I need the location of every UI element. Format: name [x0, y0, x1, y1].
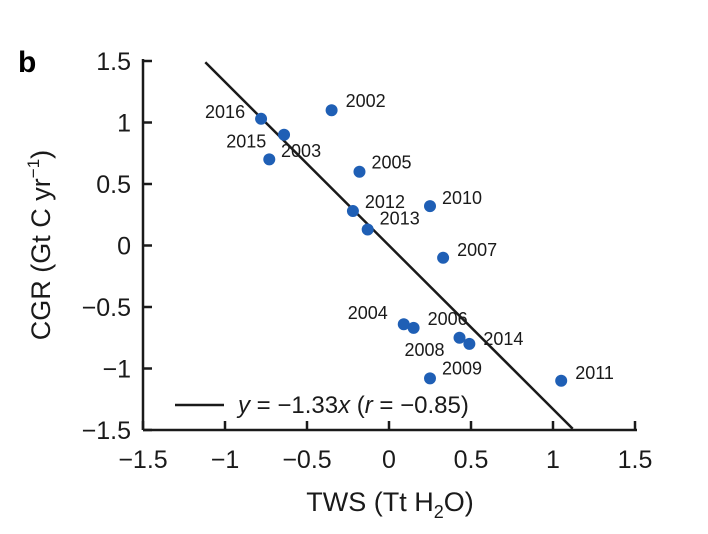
y-tick-label: 0 [117, 233, 131, 261]
data-point-2005 [353, 165, 366, 178]
x-axis-title-subscript: 2 [434, 502, 444, 522]
y-tick-label: 1 [117, 110, 131, 138]
data-point-2014 [463, 337, 476, 350]
x-tick-label: −1 [211, 446, 240, 474]
data-point-2007 [437, 251, 450, 264]
point-label-2009: 2009 [442, 358, 482, 378]
y-axis-title: CGR (Gt C yr−1) [24, 150, 56, 340]
point-label-2007: 2007 [457, 240, 497, 260]
y-tick-label: −1 [102, 356, 131, 384]
x-tick-label: 1 [546, 446, 560, 474]
data-point-2011 [555, 374, 568, 387]
legend-eq-y: y [236, 392, 252, 419]
x-axis-title: TWS (Tt H2O) [306, 487, 474, 522]
y-tick-label: 1.5 [96, 48, 131, 76]
legend-eq-open: ( [350, 392, 365, 419]
data-point-2008 [453, 331, 466, 344]
point-label-2010: 2010 [442, 188, 482, 208]
y-axis-title-main: CGR (Gt C yr [26, 178, 56, 340]
data-point-2010 [424, 200, 436, 213]
x-axis-title-main: TWS (Tt H [306, 487, 433, 517]
data-points [255, 104, 568, 387]
x-tick-label: −1.5 [118, 446, 167, 474]
data-point-2002 [325, 104, 338, 117]
point-label-2016: 2016 [205, 102, 245, 122]
y-ticks: −1.5 −1 −0.5 0 0.5 1 1.5 [82, 48, 152, 445]
point-label-2005: 2005 [371, 153, 411, 173]
point-label-2011: 2011 [575, 363, 614, 383]
data-point-2013 [361, 223, 374, 236]
data-point-2006 [407, 321, 420, 334]
y-axis-title-superscript: −1 [24, 159, 43, 178]
y-tick-label: −0.5 [82, 294, 131, 322]
data-point-2012 [346, 205, 359, 218]
x-tick-label: 0.5 [454, 446, 489, 474]
x-ticks: −1.5 −1 −0.5 0 0.5 1 1.5 [118, 421, 652, 474]
data-point-2003 [278, 128, 291, 141]
data-point-2015 [263, 153, 276, 166]
point-label-2006: 2006 [428, 309, 468, 329]
legend-eq-r: r [365, 392, 374, 419]
data-point-2016 [255, 112, 268, 125]
point-label-2003: 2003 [281, 141, 321, 161]
legend-eq-x: x [337, 392, 351, 419]
y-axis-title-end: ) [26, 150, 56, 159]
legend-eq-close: = −0.85) [373, 392, 469, 419]
data-point-2004 [397, 318, 410, 331]
x-tick-label: −0.5 [282, 446, 331, 474]
point-label-2014: 2014 [483, 329, 523, 349]
legend: y = −1.33x (r = −0.85) [175, 392, 469, 419]
legend-equation: y = −1.33x (r = −0.85) [236, 392, 469, 419]
panel-letter: b [18, 46, 36, 79]
point-label-2015: 2015 [226, 131, 266, 151]
y-tick-label: −1.5 [82, 417, 131, 445]
point-label-2013: 2013 [380, 209, 420, 229]
x-tick-label: 1.5 [618, 446, 653, 474]
point-label-2002: 2002 [346, 91, 386, 111]
legend-eq-mid: = −1.33 [250, 392, 338, 419]
data-point-2009 [424, 372, 436, 385]
x-axis-title-end: O) [444, 487, 474, 517]
y-tick-label: 0.5 [96, 171, 131, 199]
point-label-2012: 2012 [365, 192, 405, 212]
regression-line [204, 61, 574, 430]
point-label-2008: 2008 [404, 340, 444, 360]
x-tick-label: 0 [382, 446, 396, 474]
point-label-2004: 2004 [348, 303, 388, 323]
